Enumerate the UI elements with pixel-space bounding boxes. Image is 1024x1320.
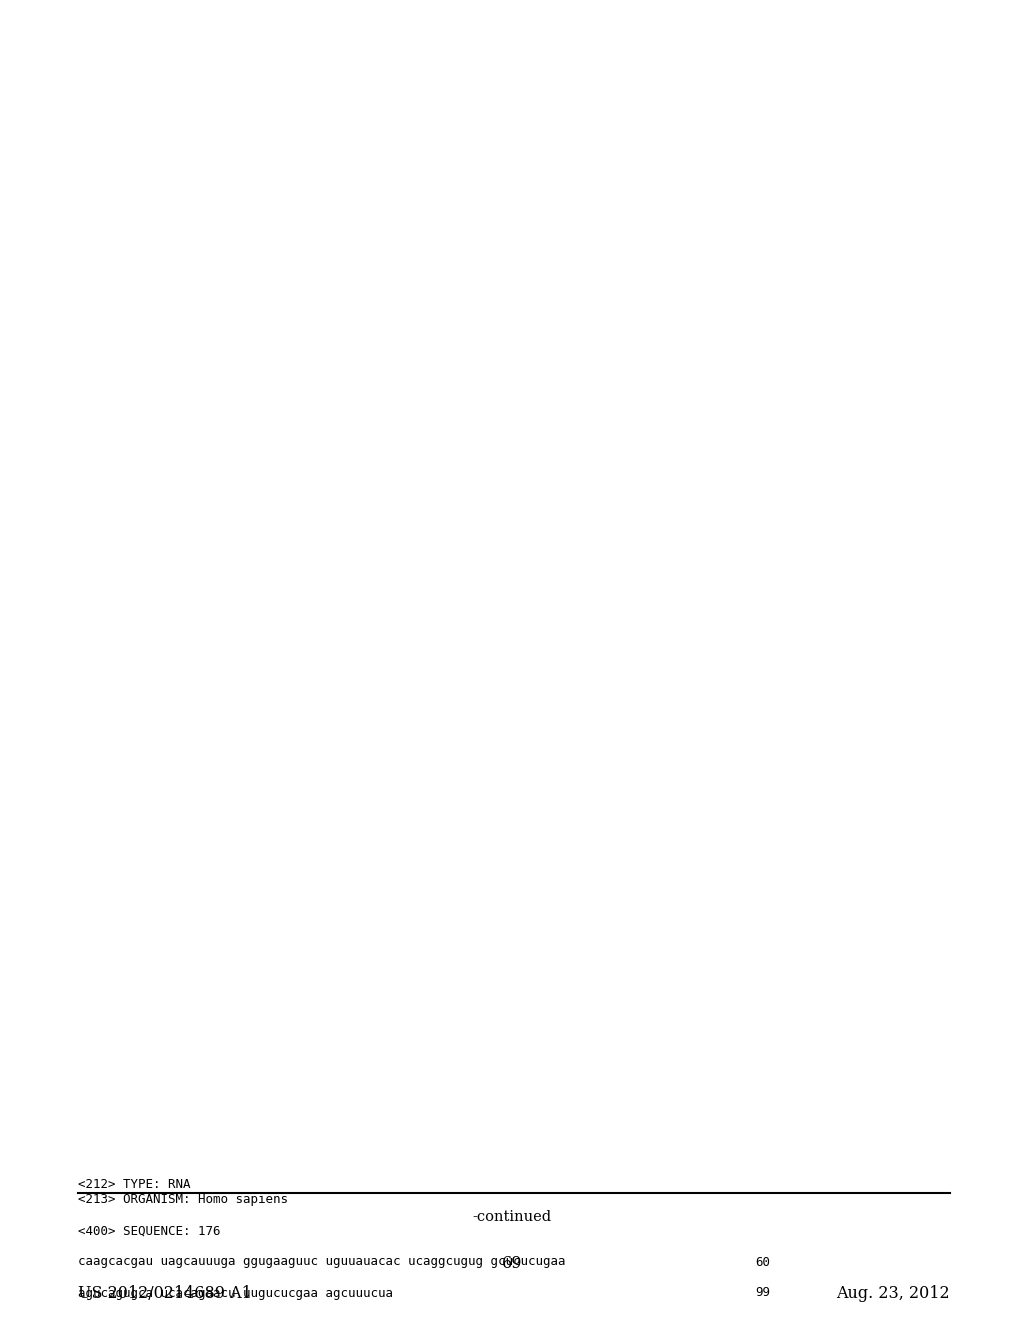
Text: 99: 99 [755,1287,770,1299]
Text: <212> TYPE: RNA: <212> TYPE: RNA [78,1177,190,1191]
Text: Aug. 23, 2012: Aug. 23, 2012 [837,1284,950,1302]
Text: 69: 69 [502,1255,522,1272]
Text: -continued: -continued [472,1210,552,1224]
Text: <213> ORGANISM: Homo sapiens: <213> ORGANISM: Homo sapiens [78,1193,288,1206]
Text: caagcacgau uagcauuuga ggugaaguuc uguuauacac ucaggcugug gcucucugaa: caagcacgau uagcauuuga ggugaaguuc uguuaua… [78,1255,565,1269]
Text: <400> SEQUENCE: 176: <400> SEQUENCE: 176 [78,1225,220,1238]
Text: US 2012/0214689 A1: US 2012/0214689 A1 [78,1284,252,1302]
Text: agucagugca ucacagaacu uugucucgaa agcuuucua: agucagugca ucacagaacu uugucucgaa agcuuuc… [78,1287,393,1299]
Text: 60: 60 [755,1255,770,1269]
